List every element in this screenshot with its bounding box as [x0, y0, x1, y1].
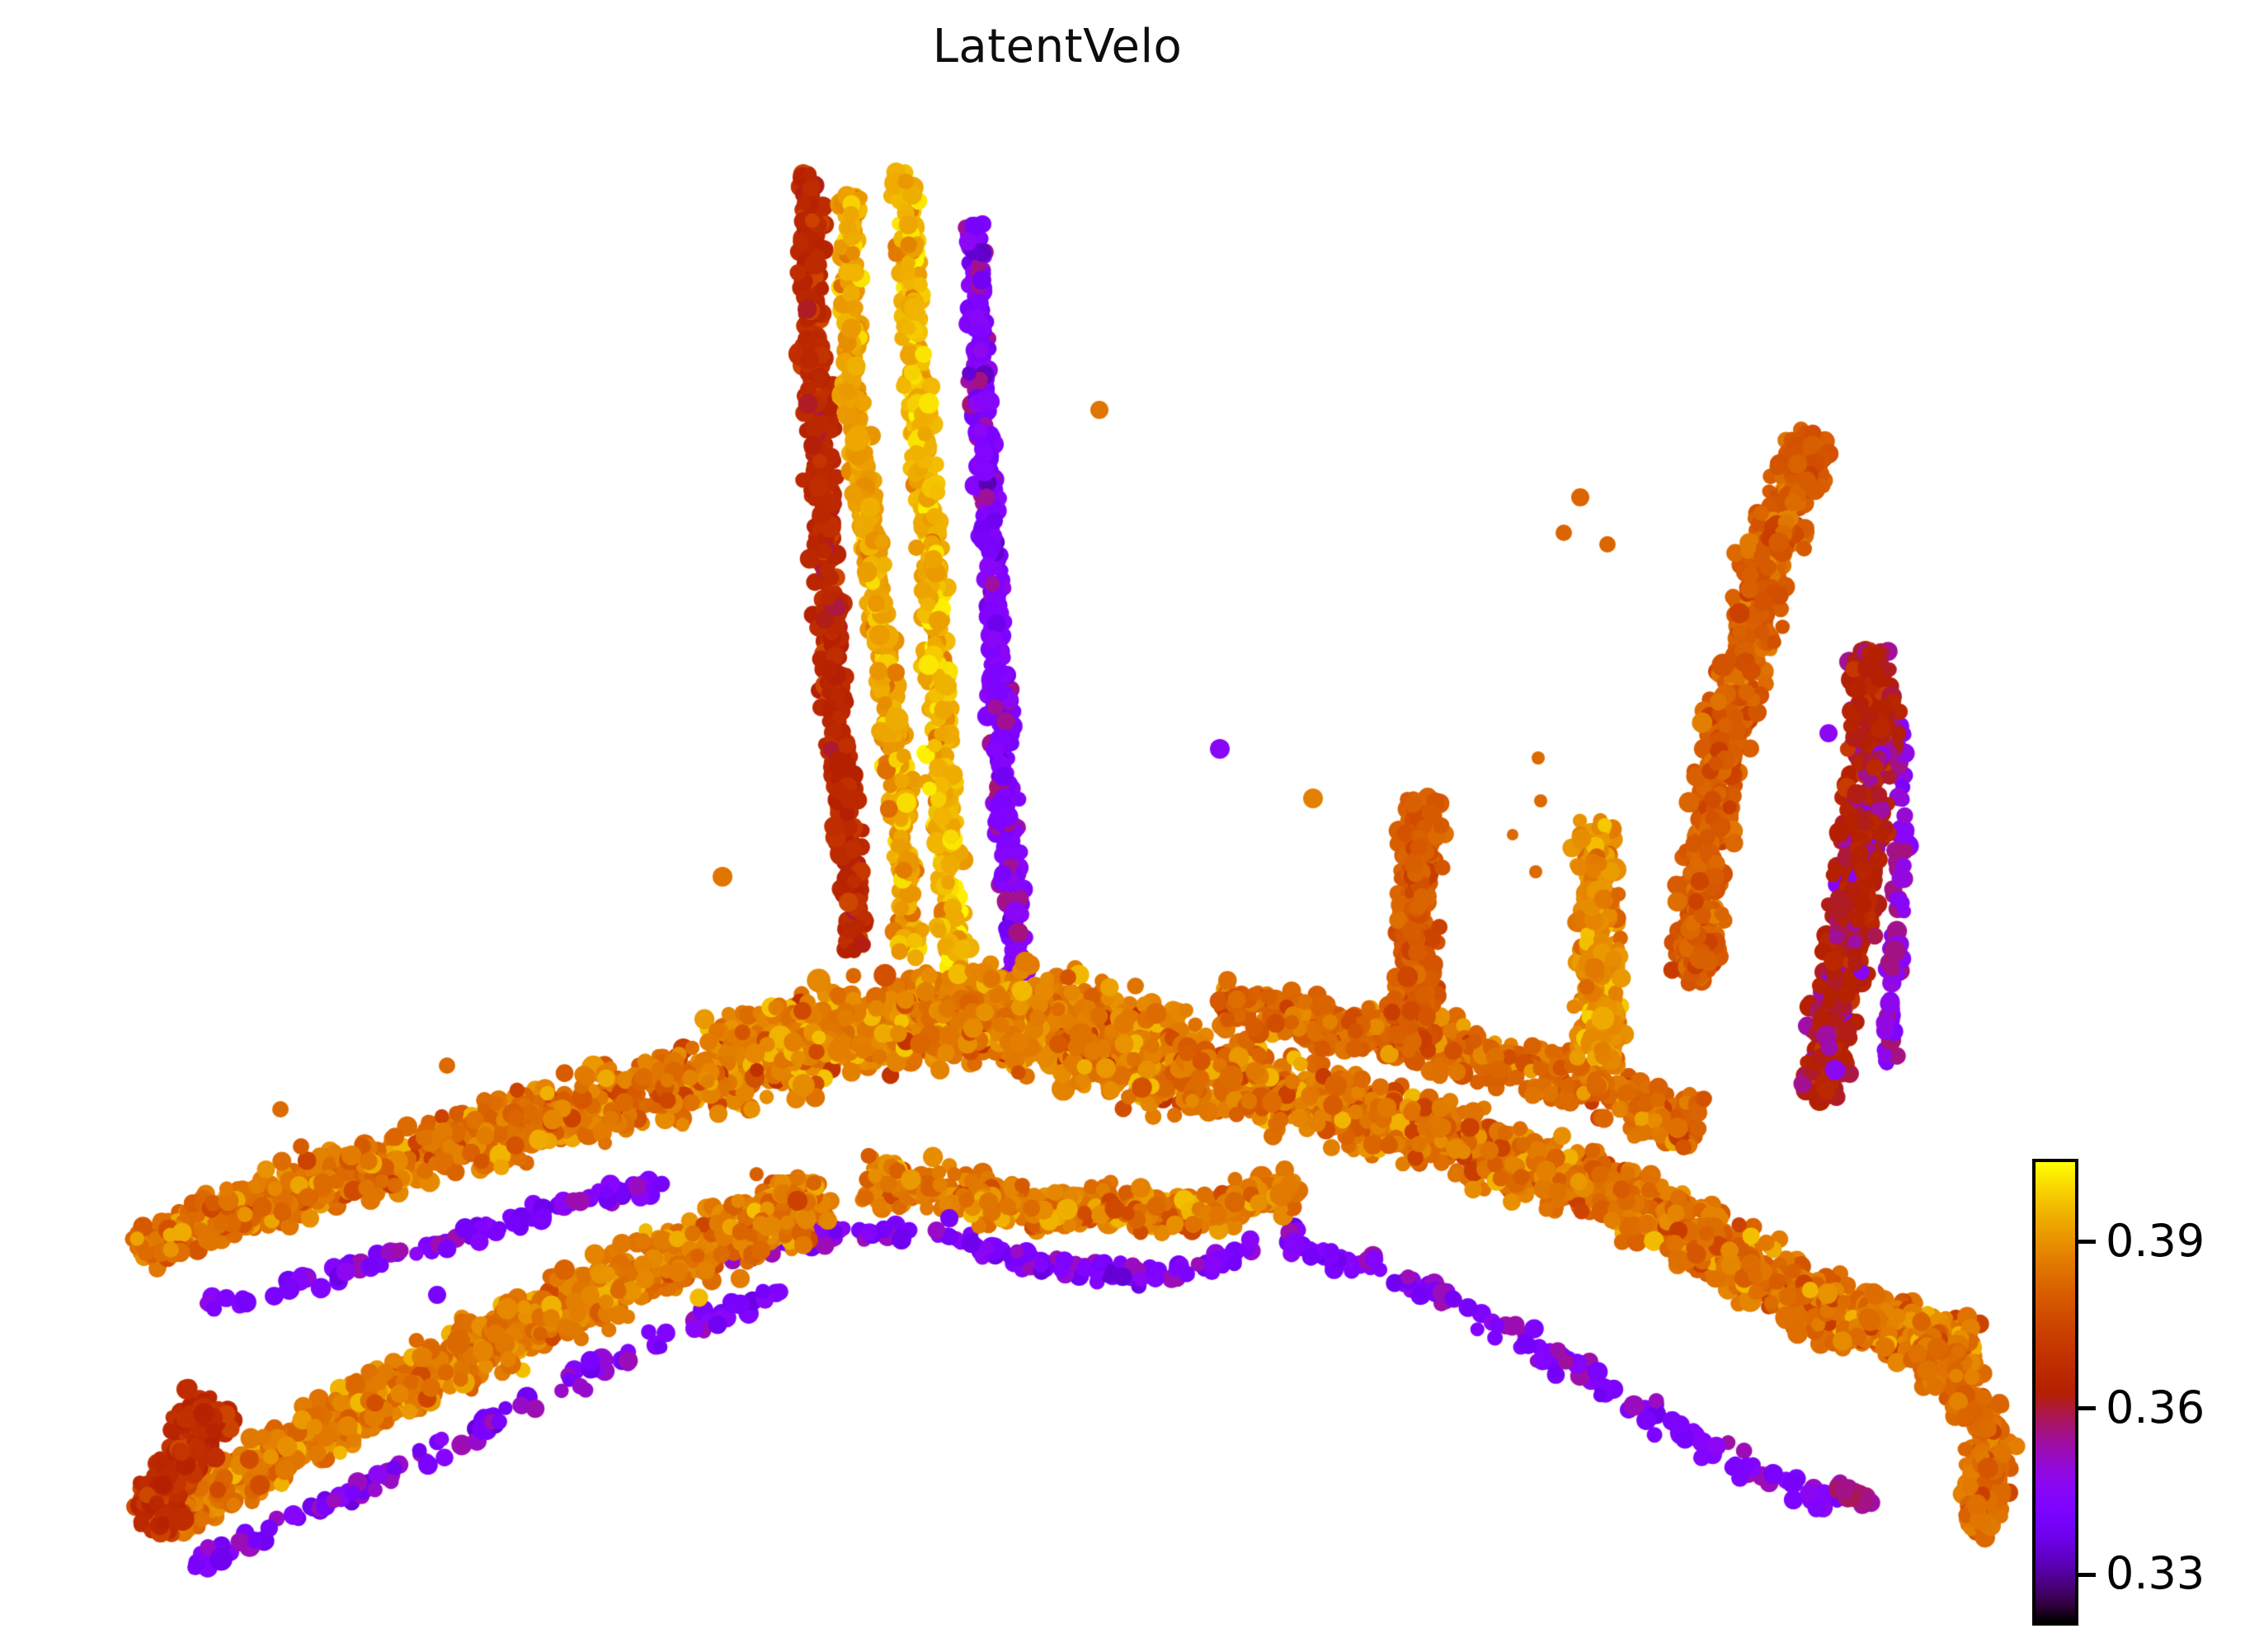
colorbar-tick-mark: [2078, 1406, 2096, 1411]
colorbar-tick-mark: [2078, 1572, 2096, 1577]
colorbar-tick-label: 0.33: [2106, 1547, 2205, 1600]
colorbar-tick-label: 0.36: [2106, 1381, 2205, 1433]
colorbar: [2032, 1159, 2078, 1626]
chart-title: LatentVelo: [932, 20, 1183, 73]
colorbar-tick-mark: [2078, 1240, 2096, 1245]
colorbar-tick-label: 0.39: [2106, 1215, 2205, 1268]
